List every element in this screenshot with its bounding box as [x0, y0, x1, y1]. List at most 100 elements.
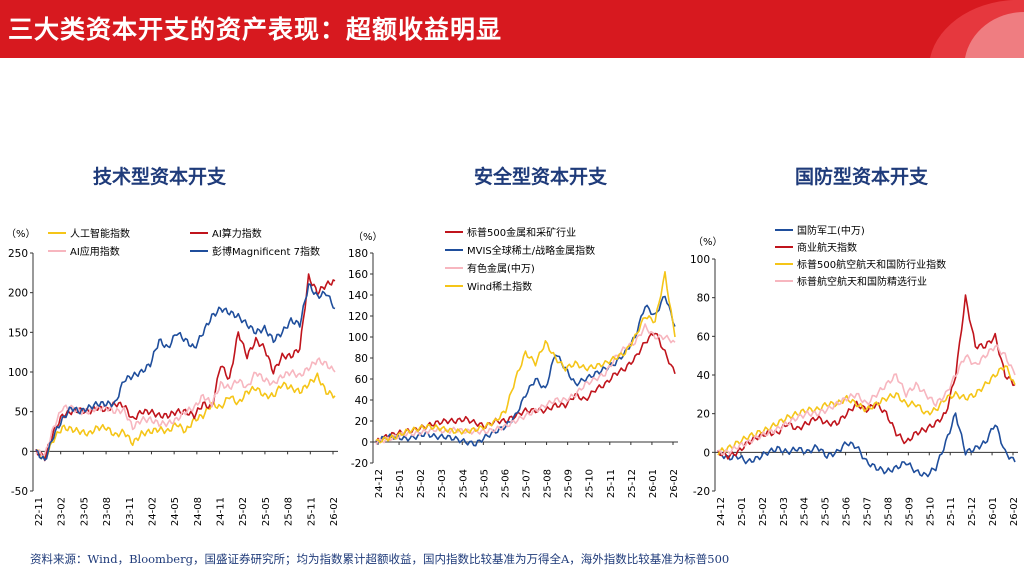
series-line-0 [35, 372, 336, 460]
x-tick-label: 25-04 [458, 469, 469, 498]
x-tick-label: 25-05 [821, 497, 832, 526]
x-tick-label: 25-12 [967, 497, 978, 526]
y-tick-label: 120 [348, 311, 368, 323]
chart-defense: （%） -20 0 20 40 60 80 100 24-12 25-01 25-02 25-03 25… [690, 224, 1020, 526]
legend-label-0: 国防军工(中万) [797, 224, 865, 237]
x-tick-label: 26-02 [669, 469, 680, 498]
chart-title-security: 安全型资本开支 [474, 166, 608, 188]
x-tick-label: 25-02 [416, 469, 427, 498]
x-tick-label: 25-04 [800, 497, 811, 526]
series-line-3 [717, 344, 1016, 456]
y-tick-label: 20 [355, 416, 368, 428]
series-line-3 [375, 270, 676, 444]
series-line-1 [717, 294, 1016, 460]
y-unit-label: （%） [6, 228, 36, 240]
y-tick-label: 140 [348, 290, 368, 302]
y-tick-label: 100 [8, 367, 28, 379]
legend-label-2: 标普500航空航天和国防行业指数 [797, 258, 946, 271]
x-tick-label: 25-08 [284, 497, 295, 526]
chart-security: （%） -20 0 20 40 60 80 100 120 140 160 180 24-12 25-01… [348, 226, 680, 498]
legend-label-3: Wind稀土指数 [467, 280, 532, 293]
x-tick-label: 25-11 [946, 497, 957, 526]
legend-label-1: AI算力指数 [212, 227, 262, 240]
x-tick-label: 26-02 [1009, 497, 1020, 526]
x-tick-label: 23-02 [57, 497, 68, 526]
legend-label-0: 标普500金属和采矿行业 [467, 226, 576, 239]
x-tick-label: 25-03 [437, 469, 448, 498]
x-tick-label: 25-02 [758, 497, 769, 526]
y-tick-label: 60 [697, 331, 710, 343]
x-tick-label: 26-02 [329, 497, 340, 526]
x-tick-label: 25-06 [500, 469, 511, 498]
y-tick-label: -50 [11, 486, 28, 498]
x-tick-label: 26-01 [648, 469, 659, 498]
legend-label-3: 彭博Magnificent 7指数 [212, 245, 320, 258]
y-tick-label: -20 [351, 458, 368, 470]
y-tick-label: 180 [348, 248, 368, 260]
x-tick-label: 25-06 [842, 497, 853, 526]
chart-tech: （%） -50 0 50 100 150 200 250 22-11 23-02 23-05 23-0… [6, 227, 340, 526]
series-line-0 [717, 412, 1016, 478]
y-tick-label: 50 [15, 407, 28, 419]
x-tick-label: 25-09 [904, 497, 915, 526]
x-tick-label: 23-05 [79, 497, 90, 526]
legend-label-0: 人工智能指数 [70, 227, 130, 240]
x-tick-label: 25-10 [925, 497, 936, 526]
x-tick-label: 25-10 [585, 469, 596, 498]
x-tick-label: 25-03 [779, 497, 790, 526]
x-tick-label: 25-02 [238, 497, 249, 526]
chart-title-defense: 国防型资本开支 [795, 166, 929, 188]
x-tick-label: 24-05 [170, 497, 181, 526]
y-tick-label: 100 [690, 254, 710, 266]
x-tick-label: 25-07 [863, 497, 874, 526]
x-tick-label: 25-05 [479, 469, 490, 498]
y-tick-label: 40 [355, 395, 368, 407]
header-decoration [930, 0, 1024, 58]
legend-label-1: MVIS全球稀土/战略金属指数 [467, 244, 595, 257]
series-line-1 [375, 295, 676, 447]
x-tick-label: 25-05 [261, 497, 272, 526]
x-tick-label: 26-01 [988, 497, 999, 526]
y-tick-label: 80 [697, 293, 710, 305]
x-tick-label: 24-02 [147, 497, 158, 526]
y-tick-label: 20 [697, 409, 710, 421]
y-tick-label: 200 [8, 288, 28, 300]
x-tick-label: 25-07 [522, 469, 533, 498]
x-tick-label: 25-09 [564, 469, 575, 498]
x-tick-label: 24-11 [216, 497, 227, 526]
x-tick-label: 23-11 [125, 497, 136, 526]
x-tick-label: 25-08 [883, 497, 894, 526]
x-tick-label: 23-08 [102, 497, 113, 526]
legend-label-2: 有色金属(中万) [467, 262, 535, 275]
series-line-2 [375, 323, 676, 445]
y-unit-label: （%） [353, 231, 383, 243]
y-tick-label: -20 [693, 486, 710, 498]
y-tick-label: 0 [361, 437, 368, 449]
legend-label-2: AI应用指数 [70, 245, 120, 258]
x-tick-label: 25-11 [606, 469, 617, 498]
y-tick-label: 160 [348, 269, 368, 281]
x-tick-label: 24-12 [374, 469, 385, 498]
chart-title-tech: 技术型资本开支 [93, 166, 227, 188]
y-tick-label: 80 [355, 353, 368, 365]
y-tick-label: 100 [348, 332, 368, 344]
series-line-2 [717, 365, 1016, 456]
source-footnote: 资料来源：Wind，Bloomberg，国盛证券研究所；均为指数累计超额收益，国… [30, 552, 730, 566]
legend-label-1: 商业航天指数 [797, 241, 857, 254]
y-tick-label: 0 [703, 447, 710, 459]
x-tick-label: 25-01 [395, 469, 406, 498]
page-title: 三大类资本开支的资产表现：超额收益明显 [8, 15, 503, 44]
x-tick-label: 22-11 [34, 497, 45, 526]
series-line-3 [35, 283, 336, 461]
x-tick-label: 25-11 [306, 497, 317, 526]
y-unit-label: （%） [693, 236, 723, 248]
x-tick-label: 24-12 [716, 497, 727, 526]
y-tick-label: 40 [697, 370, 710, 382]
y-tick-label: 250 [8, 248, 28, 260]
y-tick-label: 60 [355, 374, 368, 386]
legend-label-3: 标普航空航天和国防精选行业 [797, 275, 927, 288]
header-bar: 三大类资本开支的资产表现：超额收益明显 [0, 0, 1024, 58]
x-tick-label: 25-01 [737, 497, 748, 526]
x-tick-label: 25-12 [627, 469, 638, 498]
x-tick-label: 25-08 [543, 469, 554, 498]
